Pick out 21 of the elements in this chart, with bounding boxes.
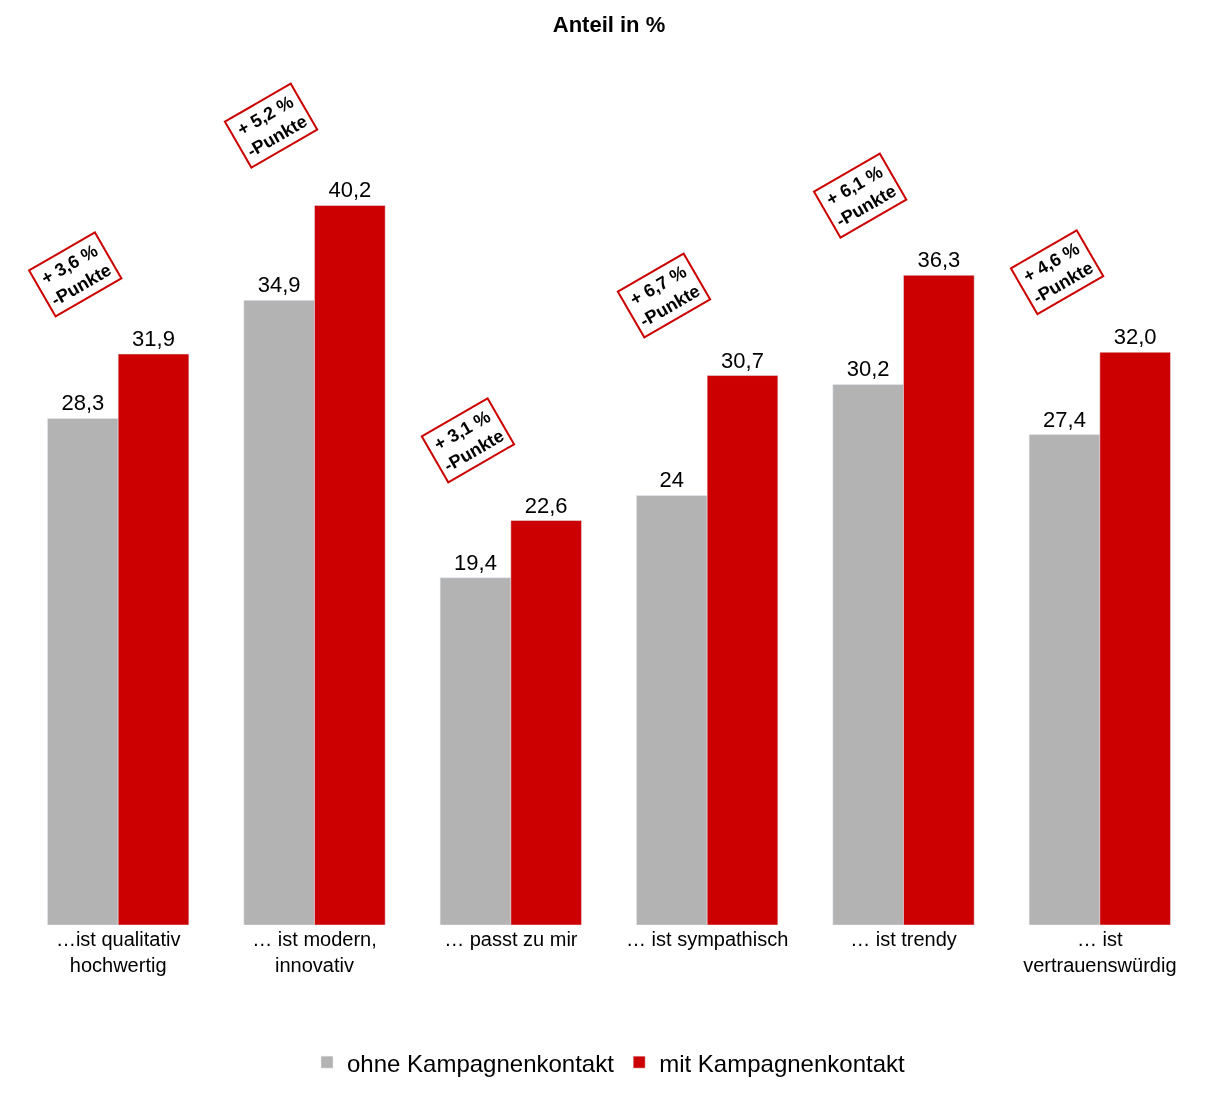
- x-tick-label: … passt zu mir: [444, 928, 578, 950]
- data-label: 28,3: [61, 390, 105, 416]
- chart-title: Anteil in %: [552, 11, 666, 37]
- data-label: 22,6: [524, 492, 568, 518]
- legend-label: mit Kampagnenkontakt: [659, 1049, 906, 1077]
- data-label: 27,4: [1043, 406, 1086, 432]
- data-label: 30,2: [846, 356, 890, 382]
- data-label: 40,2: [328, 177, 372, 203]
- x-tick-label: … ist trendy: [850, 928, 957, 950]
- x-tick-label: … ist modern, innovativ: [252, 928, 377, 976]
- data-label: 31,9: [132, 326, 175, 352]
- data-label: 32,0: [1113, 324, 1157, 350]
- x-tick-label: …ist qualitativ hochwertig: [55, 928, 181, 976]
- data-label: 34,9: [257, 272, 301, 298]
- data-label: 24: [659, 467, 685, 493]
- data-label: 19,4: [454, 549, 497, 575]
- legend-label: ohne Kampagnenkontakt: [347, 1049, 615, 1077]
- x-tick-label: … ist sympathisch: [626, 928, 789, 950]
- data-label: 36,3: [917, 247, 961, 273]
- x-tick-label: … ist vertrauenswürdig: [1023, 928, 1177, 976]
- data-label: 30,7: [721, 347, 764, 373]
